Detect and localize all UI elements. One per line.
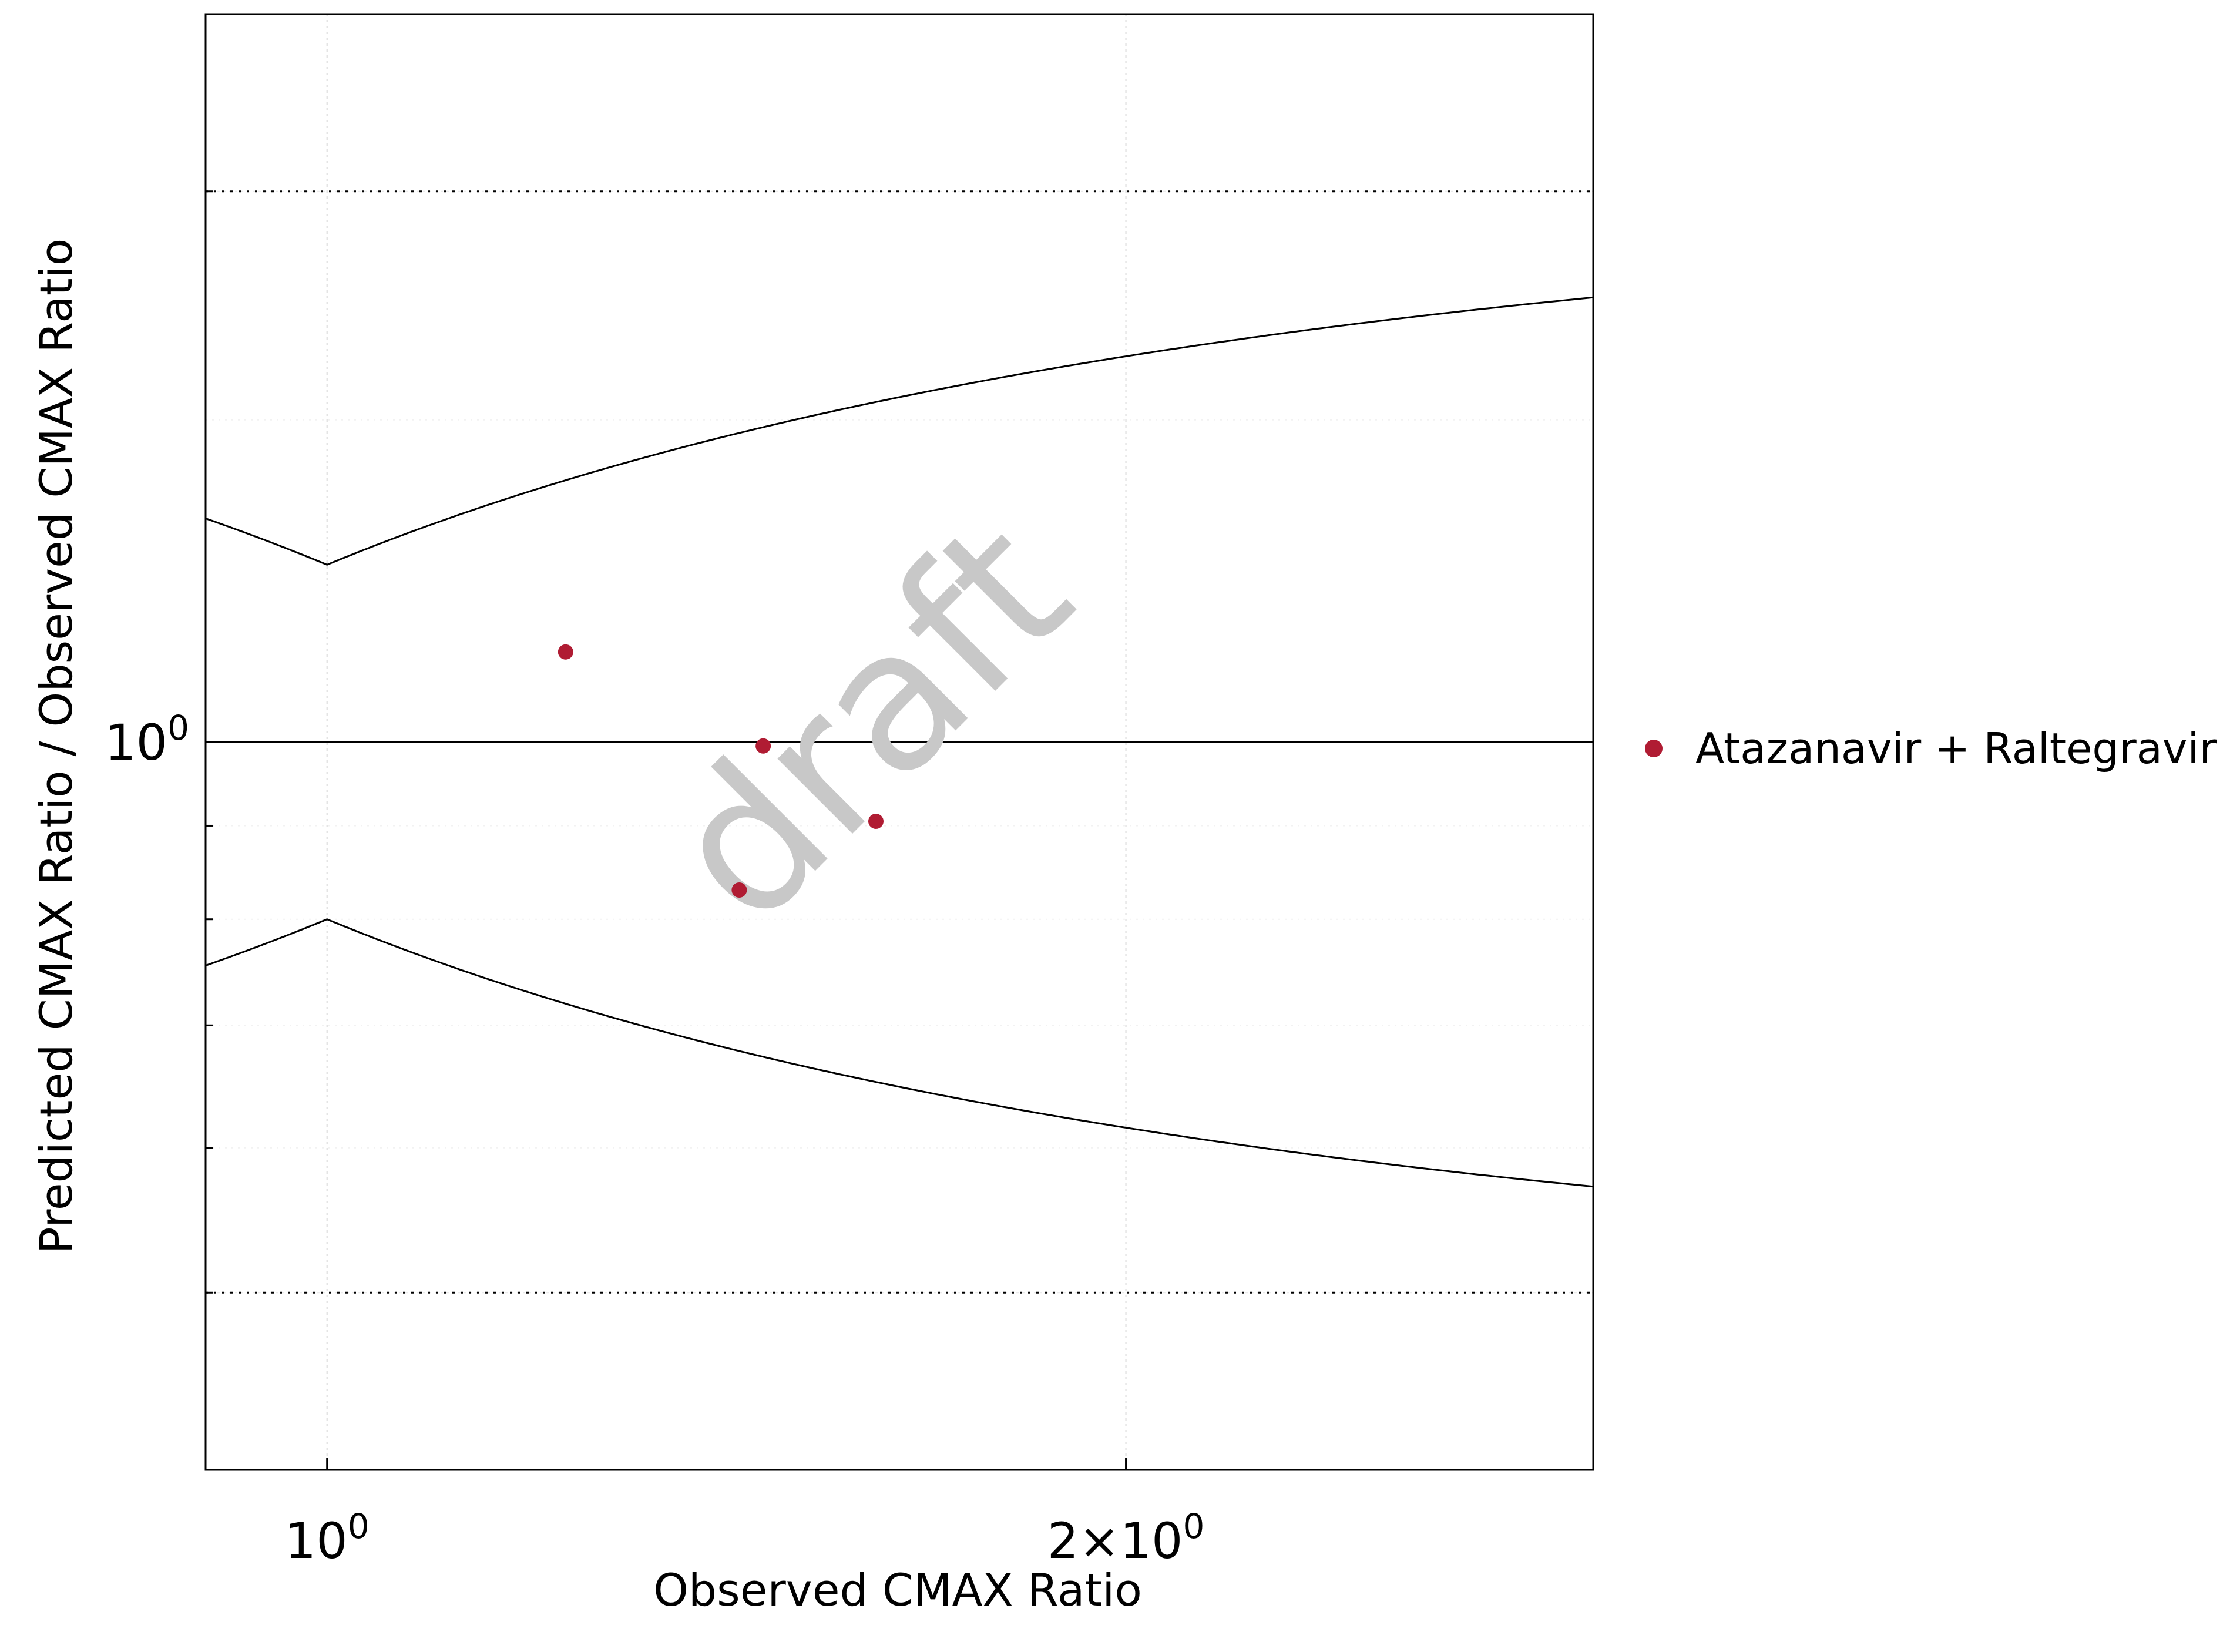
x-axis-label: Observed CMAX Ratio xyxy=(653,1564,1142,1616)
axis-ticks xyxy=(204,190,1594,1470)
data-points xyxy=(558,644,884,898)
x-tick-label: 100 xyxy=(285,1506,370,1570)
data-point xyxy=(755,738,771,754)
legend-marker xyxy=(1645,740,1663,757)
reference-lines xyxy=(205,190,1594,1294)
data-point xyxy=(731,882,747,898)
y-tick-label-exponent: 0 xyxy=(167,708,189,748)
legend-label: Atazanavir + Raltegravir xyxy=(1695,724,2217,773)
guest-upper-limit xyxy=(205,296,1594,566)
x-tick-label-exponent: 0 xyxy=(1183,1506,1204,1546)
y-axis-label: Predicted CMAX Ratio / Observed CMAX Rat… xyxy=(30,239,82,1254)
y-tick-label: 100 xyxy=(105,708,189,771)
guest-lower-limit xyxy=(205,918,1594,1188)
data-point xyxy=(868,813,884,829)
legend: Atazanavir + Raltegravir xyxy=(1645,724,2217,773)
watermark: draft xyxy=(626,479,1112,965)
data-point xyxy=(558,644,573,660)
x-tick-label-exponent: 0 xyxy=(348,1506,370,1546)
tick-labels: 100 2×100 100 xyxy=(105,708,1204,1570)
x-tick-label: 2×100 xyxy=(1047,1506,1205,1570)
